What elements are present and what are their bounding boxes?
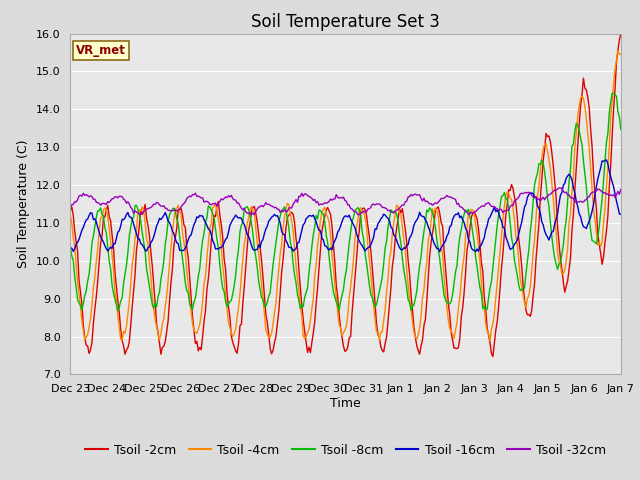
Tsoil -16cm [542, 232, 550, 238]
Tsoil -32cm [542, 194, 550, 200]
Tsoil -16cm [459, 217, 467, 223]
Tsoil -2cm [102, 207, 110, 213]
Tsoil -2cm [542, 131, 550, 136]
Tsoil -8cm [102, 230, 110, 236]
Line: Tsoil -4cm: Tsoil -4cm [70, 51, 621, 341]
Tsoil -4cm [542, 141, 550, 146]
Tsoil -8cm [114, 308, 122, 313]
Tsoil -4cm [459, 263, 467, 269]
Line: Tsoil -2cm: Tsoil -2cm [70, 34, 621, 357]
Tsoil -32cm [102, 202, 110, 207]
Line: Tsoil -8cm: Tsoil -8cm [70, 93, 621, 311]
Tsoil -16cm [617, 212, 625, 217]
Tsoil -32cm [85, 194, 93, 200]
Tsoil -4cm [614, 48, 622, 54]
Tsoil -2cm [489, 354, 497, 360]
Line: Tsoil -16cm: Tsoil -16cm [70, 160, 621, 252]
Tsoil -16cm [85, 213, 93, 218]
Tsoil -32cm [617, 187, 625, 192]
Tsoil -4cm [486, 338, 494, 344]
Tsoil -4cm [85, 324, 93, 330]
Tsoil -4cm [67, 213, 74, 218]
Tsoil -16cm [349, 222, 357, 228]
Tsoil -8cm [616, 114, 623, 120]
Text: VR_met: VR_met [76, 44, 126, 57]
Tsoil -32cm [248, 212, 255, 218]
Tsoil -32cm [557, 185, 564, 191]
Legend: Tsoil -2cm, Tsoil -4cm, Tsoil -8cm, Tsoil -16cm, Tsoil -32cm: Tsoil -2cm, Tsoil -4cm, Tsoil -8cm, Tsoi… [80, 439, 611, 462]
Tsoil -4cm [102, 206, 110, 212]
Line: Tsoil -32cm: Tsoil -32cm [70, 188, 621, 215]
Tsoil -8cm [542, 180, 550, 186]
Tsoil -8cm [617, 127, 625, 132]
Tsoil -32cm [616, 192, 623, 197]
Tsoil -2cm [349, 293, 357, 299]
Tsoil -32cm [460, 207, 468, 213]
Tsoil -16cm [603, 157, 611, 163]
Title: Soil Temperature Set 3: Soil Temperature Set 3 [251, 12, 440, 31]
Tsoil -8cm [609, 90, 616, 96]
Tsoil -4cm [616, 51, 623, 57]
Tsoil -2cm [67, 208, 74, 214]
Tsoil -16cm [102, 246, 110, 252]
Tsoil -2cm [614, 48, 622, 53]
Tsoil -2cm [617, 31, 625, 36]
Tsoil -16cm [67, 245, 74, 251]
Tsoil -8cm [460, 211, 468, 217]
Tsoil -4cm [349, 256, 357, 262]
X-axis label: Time: Time [330, 397, 361, 410]
Tsoil -16cm [472, 249, 479, 254]
Tsoil -8cm [85, 271, 93, 277]
Tsoil -8cm [351, 208, 359, 214]
Tsoil -32cm [67, 205, 74, 211]
Tsoil -32cm [351, 209, 359, 215]
Tsoil -2cm [85, 350, 93, 356]
Tsoil -4cm [617, 51, 625, 57]
Y-axis label: Soil Temperature (C): Soil Temperature (C) [17, 140, 30, 268]
Tsoil -2cm [459, 304, 467, 310]
Tsoil -16cm [616, 211, 623, 217]
Tsoil -8cm [67, 244, 74, 250]
